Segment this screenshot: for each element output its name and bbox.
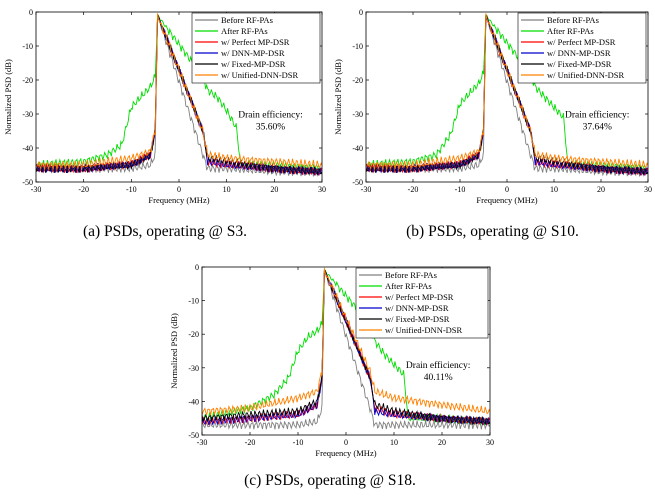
y-tick-label: -30 xyxy=(188,364,199,373)
legend-box xyxy=(517,12,647,84)
x-tick-label: 0 xyxy=(177,185,181,194)
y-axis-label: Normalized PSD (dB) xyxy=(3,59,13,135)
y-tick-label: -40 xyxy=(22,144,33,153)
caption-b: (b) PSDs, operating @ S10. xyxy=(406,223,579,240)
drain-efficiency-label: Drain efficiency: xyxy=(565,109,629,120)
x-tick-label: -10 xyxy=(293,438,304,447)
drain-efficiency-value: 40.11% xyxy=(424,373,453,383)
y-axis-label: Normalized PSD (dB) xyxy=(169,313,179,389)
x-tick-label: -30 xyxy=(197,438,208,447)
legend-box xyxy=(191,12,321,84)
legend-entry: w/ Perfect MP-DSR xyxy=(547,37,616,47)
series-line xyxy=(366,15,648,176)
series-line xyxy=(202,268,490,417)
y-axis-label: Normalized PSD (dB) xyxy=(333,59,343,135)
legend-entry: w/ Fixed-MP-DSR xyxy=(221,59,286,69)
legend-entry: w/ DNN-MP-DSR xyxy=(547,48,611,58)
x-tick-label: 10 xyxy=(223,185,231,194)
y-tick-label: 0 xyxy=(195,263,199,272)
legend-entry: w/ Unified-DNN-DSR xyxy=(385,325,463,335)
series-line xyxy=(202,271,490,431)
x-tick-label: 0 xyxy=(505,185,509,194)
x-tick-label: 0 xyxy=(344,438,348,447)
legend-entry: After RF-PAs xyxy=(547,26,594,36)
y-tick-label: -20 xyxy=(188,330,199,339)
legend-entry: w/ Perfect MP-DSR xyxy=(385,292,454,302)
x-axis-label: Frequency (MHz) xyxy=(315,448,376,458)
drain-efficiency-value: 37.64% xyxy=(583,122,612,132)
psd-chart-b: -30 -20 -10 0 10 20 30 0 -10 -20 -30 -40 -50 Frequenc… xyxy=(333,8,652,205)
legend-entry: w/ Unified-DNN-DSR xyxy=(547,70,625,80)
y-tick-label: -10 xyxy=(22,42,33,51)
series-line xyxy=(36,13,322,171)
series-lines xyxy=(202,267,490,431)
y-tick-label: -30 xyxy=(352,110,363,119)
x-tick-label: 30 xyxy=(644,185,652,194)
legend-entry: Before RF-PAs xyxy=(221,15,273,25)
x-axis-label: Frequency (MHz) xyxy=(476,195,537,205)
x-tick-label: -20 xyxy=(408,185,419,194)
x-tick-label: 30 xyxy=(486,438,494,447)
drain-efficiency-value: 35.60% xyxy=(256,122,285,132)
legend-entry: Before RF-PAs xyxy=(385,270,437,280)
series-line xyxy=(36,15,322,176)
y-tick-label: -50 xyxy=(188,431,199,440)
psd-chart-a: -30 -20 -10 0 10 20 30 0 -10 -20 -30 -40 -50 Frequenc… xyxy=(3,8,326,205)
x-tick-label: 10 xyxy=(550,185,558,194)
chart-panel-a: -30 -20 -10 0 10 20 30 0 -10 -20 -30 -40 -50 Frequenc… xyxy=(0,0,330,215)
y-tick-label: -20 xyxy=(22,76,33,85)
y-tick-label: -30 xyxy=(22,110,33,119)
legend-entry: After RF-PAs xyxy=(221,26,268,36)
x-tick-label: 10 xyxy=(390,438,398,447)
y-tick-label: 0 xyxy=(29,8,33,17)
x-tick-label: -30 xyxy=(361,185,372,194)
legend-entry: w/ Fixed-MP-DSR xyxy=(547,59,612,69)
x-tick-label: -10 xyxy=(126,185,137,194)
legend-entry: After RF-PAs xyxy=(385,281,432,291)
x-tick-label: 20 xyxy=(270,185,278,194)
y-tick-label: -10 xyxy=(352,42,363,51)
chart-panel-c: -30 -20 -10 0 10 20 30 0 -10 -20 -30 -40 -50 Frequenc… xyxy=(160,255,500,467)
drain-efficiency-label: Drain efficiency: xyxy=(406,360,470,371)
x-tick-label: -20 xyxy=(245,438,256,447)
caption-a: (a) PSDs, operating @ S3. xyxy=(82,223,248,240)
x-tick-label: -20 xyxy=(78,185,89,194)
series-lines xyxy=(36,13,322,178)
legend-entry: w/ DNN-MP-DSR xyxy=(221,48,285,58)
x-axis-label: Frequency (MHz) xyxy=(148,195,209,205)
x-tick-label: -10 xyxy=(455,185,466,194)
y-tick-label: 0 xyxy=(359,8,363,17)
caption-c: (c) PSDs, operating @ S18. xyxy=(244,472,416,489)
x-tick-label: 20 xyxy=(438,438,446,447)
y-tick-label: -20 xyxy=(352,76,363,85)
psd-chart-c: -30 -20 -10 0 10 20 30 0 -10 -20 -30 -40 -50 Frequenc… xyxy=(169,263,494,458)
legend-entry: w/ Fixed-MP-DSR xyxy=(385,314,450,324)
chart-panel-b: -30 -20 -10 0 10 20 30 0 -10 -20 -30 -40 -50 Frequenc… xyxy=(330,0,655,215)
drain-efficiency-label: Drain efficiency: xyxy=(238,109,302,120)
series-lines xyxy=(366,13,648,178)
x-tick-label: -30 xyxy=(31,185,42,194)
x-tick-label: 30 xyxy=(318,185,326,194)
series-line xyxy=(366,13,648,171)
y-tick-label: -50 xyxy=(22,178,33,187)
y-tick-label: -50 xyxy=(352,178,363,187)
y-tick-label: -40 xyxy=(352,144,363,153)
legend-entry: Before RF-PAs xyxy=(547,15,599,25)
y-tick-label: -10 xyxy=(188,297,199,306)
y-tick-label: -40 xyxy=(188,397,199,406)
legend-box xyxy=(355,267,489,339)
legend-entry: w/ Perfect MP-DSR xyxy=(221,37,290,47)
legend-entry: w/ Unified-DNN-DSR xyxy=(221,70,299,80)
x-tick-label: 20 xyxy=(597,185,605,194)
legend-entry: w/ DNN-MP-DSR xyxy=(385,303,449,313)
